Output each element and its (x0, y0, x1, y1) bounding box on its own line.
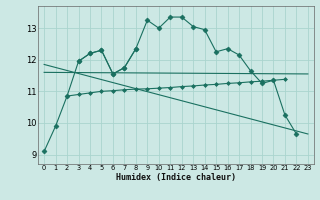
X-axis label: Humidex (Indice chaleur): Humidex (Indice chaleur) (116, 173, 236, 182)
